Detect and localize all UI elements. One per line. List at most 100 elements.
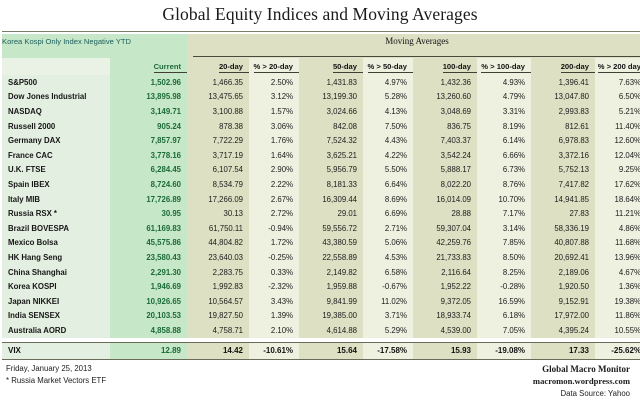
- cell-ma100: 3,048.69: [413, 104, 477, 119]
- cell-pct100: 7.17%: [477, 206, 531, 221]
- cell-pct50: 5.50%: [363, 162, 413, 178]
- cell-ma50: 43,380.59: [299, 235, 363, 251]
- cell-pct20: 2.10%: [249, 323, 299, 338]
- cell-pct20: 2.50%: [249, 75, 299, 90]
- cell-pct50: 5.29%: [363, 323, 413, 338]
- cell-pct20: 2.90%: [249, 162, 299, 178]
- cell-ma50: 13,199.30: [299, 89, 363, 105]
- cell-ma20: 878.38: [187, 118, 249, 134]
- cell-pct20: 0.33%: [249, 264, 299, 280]
- cell-pct50: -0.67%: [363, 279, 413, 294]
- brand-name: Global Macro Monitor: [542, 363, 630, 374]
- table-row: U.K. FTSE 6,284.45 6,107.54 2.90% 5,956.79 5.…: [2, 162, 640, 178]
- cell-ma100: 1,952.22: [413, 279, 477, 294]
- cell-pct50: 4.53%: [363, 250, 413, 265]
- column-header-index: [2, 58, 110, 75]
- cell-current: 1,946.69: [110, 279, 187, 294]
- cell-ma50: 3,625.21: [299, 147, 363, 163]
- cell-pct100: 3.14%: [477, 220, 531, 236]
- cell-ma200: 6,978.83: [531, 133, 595, 148]
- cell-current: 12.89: [110, 341, 187, 360]
- index-name: Mexico Bolsa: [2, 235, 110, 251]
- footer: Friday, January 25, 2013 * Russia Market…: [4, 363, 636, 409]
- cell-pct50: 5.06%: [363, 235, 413, 251]
- cell-ma200: 2,189.06: [531, 264, 595, 280]
- table-row: Dow Jones Industrial 13,895.98 13,475.65 3.…: [2, 89, 640, 105]
- index-name: France CAC: [2, 147, 110, 163]
- cell-pct50: 3.71%: [363, 308, 413, 324]
- cell-ma20: 61,750.11: [187, 220, 249, 236]
- index-name: S&P500: [2, 75, 110, 90]
- column-header-ma100[interactable]: 100-day: [413, 58, 477, 75]
- cell-pct100: -19.08%: [477, 341, 531, 360]
- cell-ma100: 42,259.76: [413, 235, 477, 251]
- table-row: Australia AORD 4,858.88 4,758.71 2.10% 4,614…: [2, 323, 640, 338]
- cell-ma200: 5,752.13: [531, 162, 595, 178]
- cell-pct200: 7.63%: [595, 75, 640, 90]
- cell-ma100: 5,888.17: [413, 162, 477, 178]
- cell-ma20: 6,107.54: [187, 162, 249, 178]
- cell-pct100: 7.05%: [477, 323, 531, 338]
- cell-current: 905.24: [110, 118, 187, 134]
- cell-current: 13,895.98: [110, 89, 187, 105]
- cell-ma50: 15.64: [299, 341, 363, 360]
- cell-ma200: 20,692.41: [531, 250, 595, 265]
- cell-pct200: 6.50%: [595, 89, 640, 105]
- cell-pct50: 6.64%: [363, 177, 413, 192]
- cell-pct100: 3.31%: [477, 104, 531, 119]
- cell-ma200: 7,417.82: [531, 177, 595, 192]
- cell-pct100: 6.14%: [477, 133, 531, 148]
- cell-pct100: 4.93%: [477, 75, 531, 90]
- cell-current: 17,726.89: [110, 191, 187, 207]
- cell-pct20: 2.22%: [249, 177, 299, 192]
- cell-ma20: 13,475.65: [187, 89, 249, 105]
- indices-table-container: Korea Kospi Only Index Negative YTD Movi…: [2, 31, 640, 360]
- moving-averages-underline: [187, 48, 640, 58]
- cell-pct200: 18.64%: [595, 191, 640, 207]
- table-row: Italy MIB 17,726.89 17,266.09 2.67% 16,309.4…: [2, 191, 640, 207]
- cell-pct100: 6.66%: [477, 147, 531, 163]
- column-header-ma20[interactable]: 20-day: [187, 58, 249, 75]
- cell-current: 45,575.86: [110, 235, 187, 251]
- cell-current: 6,284.45: [110, 162, 187, 178]
- column-header-ma200[interactable]: 200-day: [531, 58, 595, 75]
- index-name: Russia RSX *: [2, 206, 110, 221]
- cell-pct200: 11.86%: [595, 308, 640, 324]
- cell-ma20: 23,640.03: [187, 250, 249, 265]
- cell-pct200: 10.55%: [595, 323, 640, 338]
- cell-current: 20,103.53: [110, 308, 187, 324]
- index-name: VIX: [2, 341, 110, 360]
- report-date: Friday, January 25, 2013: [6, 363, 92, 373]
- cell-pct50: 4.97%: [363, 75, 413, 90]
- cell-ma20: 3,717.19: [187, 147, 249, 163]
- cell-pct20: -10.61%: [249, 341, 299, 360]
- cell-ma20: 14.42: [187, 341, 249, 360]
- cell-pct100: -0.28%: [477, 279, 531, 294]
- cell-pct200: 11.21%: [595, 206, 640, 221]
- cell-ma20: 17,266.09: [187, 191, 249, 207]
- column-header-pct100[interactable]: % > 100-day: [477, 58, 531, 75]
- cell-pct200: 11.68%: [595, 235, 640, 251]
- index-name: Italy MIB: [2, 191, 110, 207]
- cell-pct200: 1.36%: [595, 279, 640, 294]
- cell-pct100: 6.73%: [477, 162, 531, 178]
- cell-ma200: 14,941.85: [531, 191, 595, 207]
- table-row: Russia RSX * 30.95 30.13 2.72% 29.01 6.69% 28.…: [2, 206, 640, 221]
- column-header-pct20[interactable]: % > 20-day: [249, 58, 299, 75]
- cell-ma20: 3,100.88: [187, 104, 249, 119]
- cell-ma20: 4,758.71: [187, 323, 249, 338]
- column-header-ma50[interactable]: 50-day: [299, 58, 363, 75]
- kospi-note: Korea Kospi Only Index Negative YTD: [2, 34, 187, 48]
- cell-ma50: 7,524.32: [299, 133, 363, 148]
- cell-pct20: 3.43%: [249, 293, 299, 309]
- cell-ma50: 29.01: [299, 206, 363, 221]
- cell-ma50: 4,614.88: [299, 323, 363, 338]
- cell-ma200: 17,972.00: [531, 308, 595, 324]
- cell-ma100: 7,403.37: [413, 133, 477, 148]
- cell-pct50: 11.02%: [363, 293, 413, 309]
- table-row: Japan NIKKEI 10,926.65 10,564.57 3.43% 9,841…: [2, 293, 640, 309]
- table-body: S&P500 1,502.96 1,466.35 2.50% 1,431.83 4.97%…: [2, 75, 640, 338]
- column-header-current[interactable]: Current: [110, 58, 187, 75]
- column-header-pct200[interactable]: % > 200 day: [595, 58, 640, 75]
- column-header-pct50[interactable]: % > 50-day: [363, 58, 413, 75]
